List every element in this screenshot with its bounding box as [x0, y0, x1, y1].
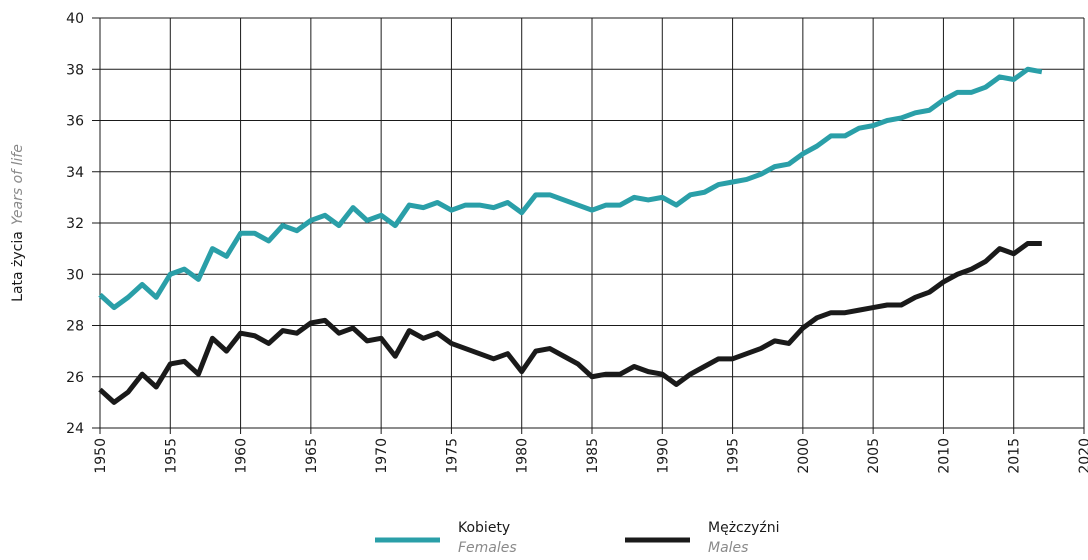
x-tick-label: 2020 — [1077, 438, 1088, 474]
x-tick-label: 2015 — [1007, 438, 1023, 474]
y-label-en: Years of life — [10, 144, 26, 225]
x-tick-label: 2005 — [866, 438, 882, 474]
y-tick-label: 32 — [66, 216, 84, 232]
x-tick-label: 2010 — [936, 438, 952, 474]
y-tick-label: 24 — [66, 421, 84, 437]
y-axis-label: Lata życia Years of life — [10, 144, 26, 302]
series-line — [98, 241, 1042, 405]
legend-label-en: Females — [458, 540, 517, 556]
y-label-pl: Lata życia — [10, 231, 26, 302]
x-tick-label: 1980 — [515, 438, 531, 474]
series-line — [98, 66, 1043, 311]
y-tick-label: 34 — [66, 165, 84, 181]
y-tick-label: 28 — [66, 319, 84, 335]
legend-label: Mężczyźni — [708, 520, 779, 536]
x-tick-label: 2000 — [796, 438, 812, 474]
x-tick-label: 1960 — [234, 438, 250, 474]
x-tick-label: 1965 — [304, 438, 320, 474]
legend-label-en: Males — [708, 540, 748, 556]
y-tick-label: 26 — [66, 370, 84, 386]
legend-label: Kobiety — [458, 520, 510, 536]
y-tick-label: 30 — [66, 267, 84, 283]
y-tick-label: 40 — [66, 11, 84, 27]
x-tick-label: 1990 — [655, 438, 671, 474]
x-tick-label: 1950 — [93, 438, 109, 474]
y-tick-label: 36 — [66, 114, 84, 130]
x-tick-label: 1995 — [726, 438, 742, 474]
x-tick-label: 1955 — [163, 438, 179, 474]
x-tick-label: 1985 — [585, 438, 601, 474]
x-tick-label: 1975 — [444, 438, 460, 474]
x-tick-label: 1970 — [374, 438, 390, 474]
y-tick-label: 38 — [66, 62, 84, 78]
